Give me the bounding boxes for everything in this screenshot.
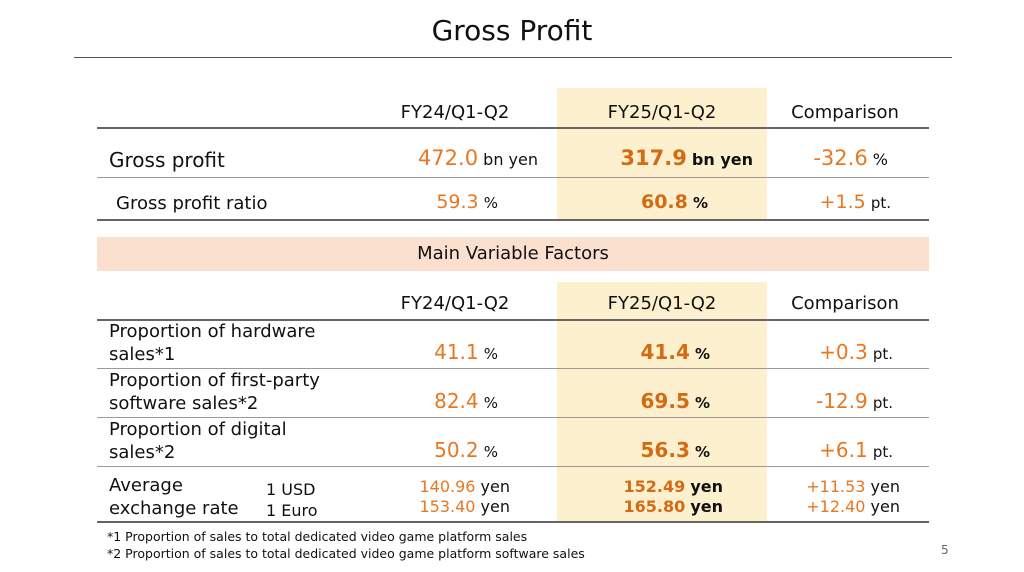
- gross-profit-ratio-label: Gross profit ratio: [116, 193, 268, 214]
- row-rule: [97, 177, 929, 178]
- row-rule: [97, 417, 929, 418]
- col-header-curr: FY25/Q1-Q2: [607, 102, 717, 123]
- current-period-highlight-bottom: [557, 282, 767, 522]
- exchange-usd-curr: 152.49 yen: [623, 477, 723, 496]
- col-header-curr: FY25/Q1-Q2: [607, 293, 717, 314]
- col-header-prev: FY24/Q1-Q2: [400, 293, 510, 314]
- factors-heading: Main Variable Factors: [417, 243, 609, 264]
- gross-profit-ratio-cmp: +1.5 pt.: [819, 191, 891, 213]
- col-header-cmp: Comparison: [791, 102, 899, 123]
- factor-label: Proportion of first-party software sales*…: [109, 370, 320, 414]
- title-divider: [74, 57, 952, 58]
- exchange-euro-cmp: +12.40 yen: [806, 497, 900, 516]
- gross-profit-prev: 472.0 bn yen: [417, 146, 538, 170]
- currency-usd: 1 USD: [266, 480, 316, 499]
- gross-profit-ratio-prev: 59.3 %: [436, 191, 498, 213]
- exchange-euro-prev: 153.40 yen: [419, 497, 510, 516]
- footnote-2: *2 Proportion of sales to total dedicate…: [107, 546, 585, 561]
- row-rule: [97, 368, 929, 369]
- exchange-usd-prev: 140.96 yen: [419, 477, 510, 496]
- gross-profit-curr: 317.9 bn yen: [620, 146, 753, 170]
- factor-prev: 82.4 %: [434, 389, 498, 413]
- factor-curr: 69.5 %: [640, 389, 710, 413]
- factor-curr: 56.3 %: [640, 438, 710, 462]
- table-bottom-rule: [97, 521, 929, 523]
- row-rule: [97, 219, 929, 221]
- factor-curr: 41.4 %: [640, 340, 710, 364]
- header-rule: [97, 319, 929, 321]
- col-header-cmp: Comparison: [791, 293, 899, 314]
- factor-cmp: +6.1 pt.: [819, 438, 893, 462]
- exchange-rate-label: Average exchange rate: [109, 475, 239, 519]
- row-rule: [97, 466, 929, 467]
- factor-label: Proportion of hardware sales*1: [109, 321, 316, 365]
- page-number: 5: [941, 543, 949, 557]
- factors-band: [97, 237, 929, 271]
- gross-profit-label: Gross profit: [109, 148, 225, 172]
- gross-profit-ratio-curr: 60.8 %: [640, 191, 708, 213]
- factor-prev: 50.2 %: [434, 438, 498, 462]
- footnote-1: *1 Proportion of sales to total dedicate…: [107, 529, 528, 544]
- current-period-highlight-top: [557, 88, 767, 220]
- exchange-usd-cmp: +11.53 yen: [806, 477, 900, 496]
- factor-cmp: +0.3 pt.: [819, 340, 893, 364]
- factor-cmp: -12.9 pt.: [815, 389, 893, 413]
- col-header-prev: FY24/Q1-Q2: [400, 102, 510, 123]
- header-rule: [97, 127, 929, 129]
- exchange-euro-curr: 165.80 yen: [623, 497, 723, 516]
- factor-label: Proportion of digital sales*2: [109, 419, 287, 463]
- factor-prev: 41.1 %: [434, 340, 498, 364]
- gross-profit-cmp: -32.6 %: [813, 146, 888, 170]
- currency-euro: 1 Euro: [266, 501, 318, 520]
- page-title: Gross Profit: [431, 14, 593, 47]
